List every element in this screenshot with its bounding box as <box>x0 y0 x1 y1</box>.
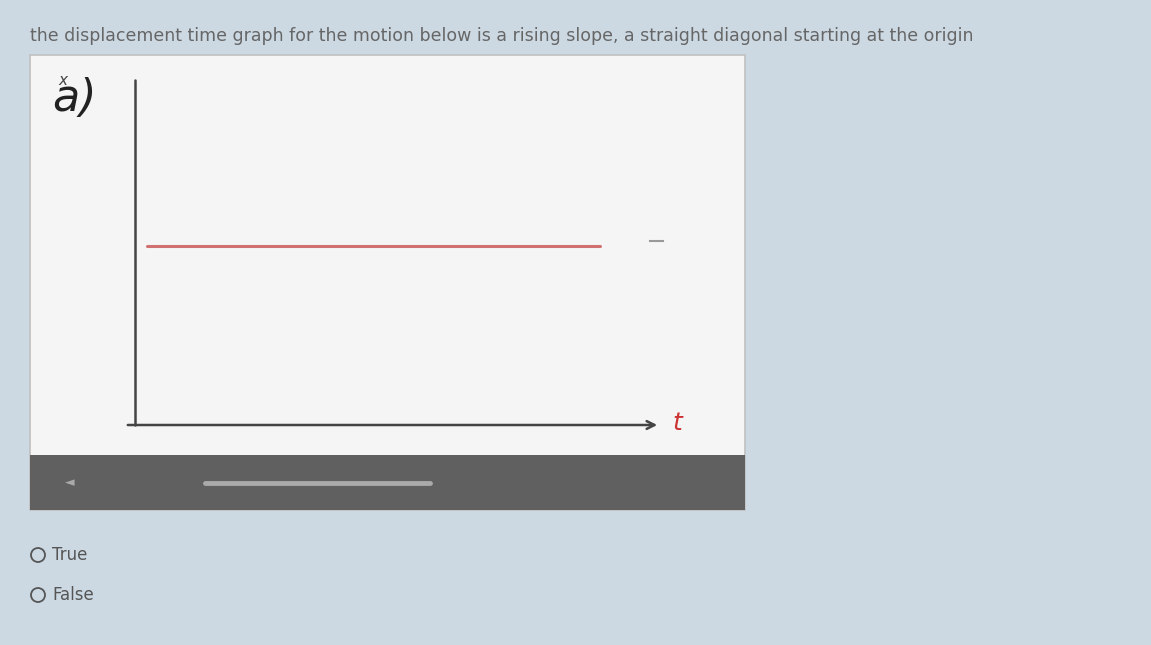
Text: False: False <box>52 586 93 604</box>
Text: a): a) <box>52 77 97 120</box>
Text: True: True <box>52 546 87 564</box>
Bar <box>30 455 745 510</box>
Text: t: t <box>672 411 681 435</box>
Text: the displacement time graph for the motion below is a rising slope, a straight d: the displacement time graph for the moti… <box>30 27 974 45</box>
Text: ◄: ◄ <box>66 476 75 489</box>
Text: x: x <box>58 73 67 88</box>
Bar <box>30 55 745 510</box>
